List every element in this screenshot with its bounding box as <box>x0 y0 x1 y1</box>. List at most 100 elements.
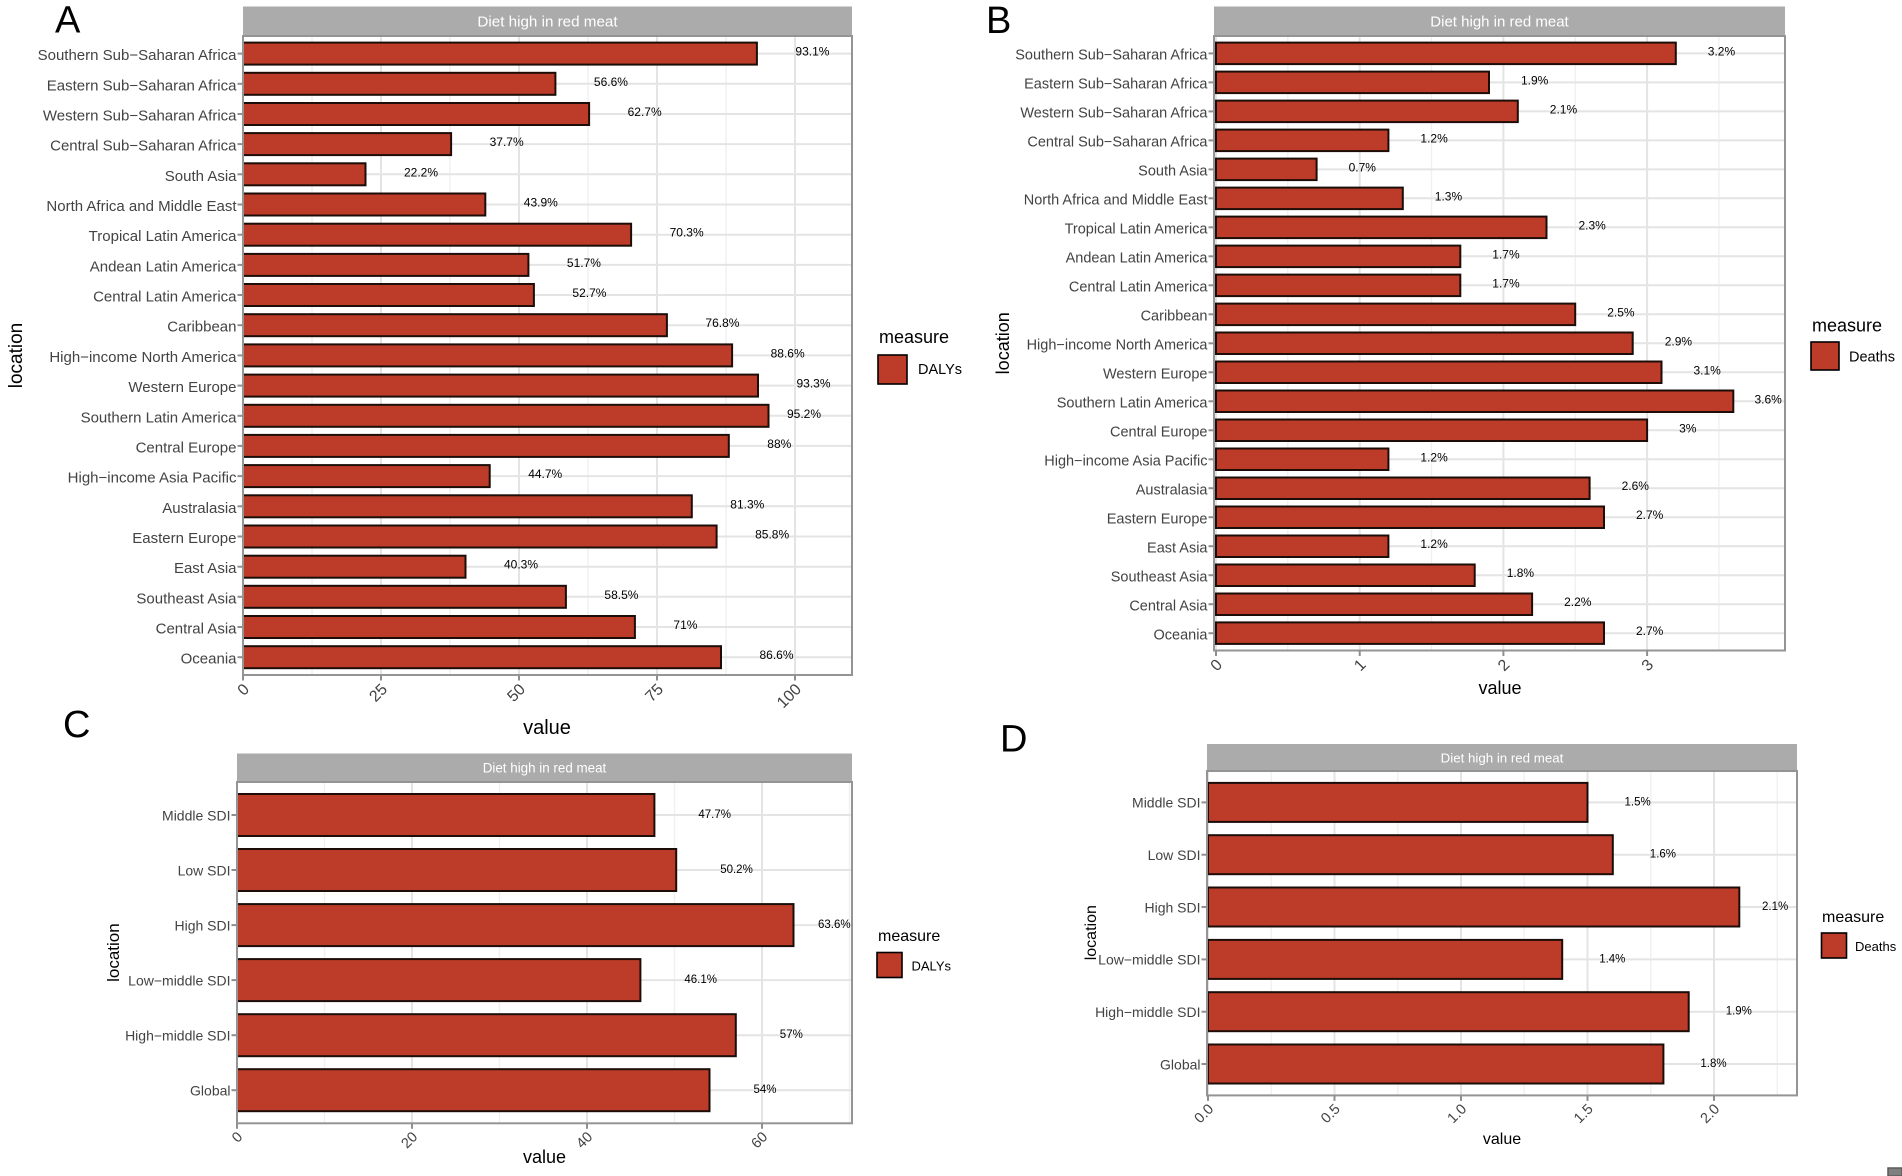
svg-text:Southern Sub−Saharan Africa: Southern Sub−Saharan Africa <box>38 47 238 64</box>
svg-text:High SDI: High SDI <box>1144 899 1200 915</box>
svg-text:A: A <box>55 0 81 42</box>
svg-text:Central Asia: Central Asia <box>156 621 238 638</box>
svg-text:Andean Latin America: Andean Latin America <box>90 258 237 275</box>
svg-text:54%: 54% <box>754 1084 777 1096</box>
svg-text:Middle SDI: Middle SDI <box>1132 795 1200 811</box>
svg-text:location: location <box>6 323 27 389</box>
svg-text:1.7%: 1.7% <box>1492 276 1520 290</box>
svg-text:40.3%: 40.3% <box>504 558 538 572</box>
svg-text:East Asia: East Asia <box>1147 540 1208 556</box>
svg-text:88%: 88% <box>767 437 791 451</box>
svg-text:value: value <box>523 1147 566 1167</box>
svg-text:value: value <box>523 717 571 739</box>
svg-text:Southeast Asia: Southeast Asia <box>136 590 237 607</box>
svg-text:Southeast Asia: Southeast Asia <box>1111 569 1209 585</box>
svg-text:62.7%: 62.7% <box>628 105 662 119</box>
svg-text:56.6%: 56.6% <box>594 75 628 89</box>
svg-text:3.2%: 3.2% <box>1708 44 1736 58</box>
svg-text:2.7%: 2.7% <box>1636 624 1664 638</box>
svg-text:Central Sub−Saharan Africa: Central Sub−Saharan Africa <box>1027 135 1208 151</box>
svg-text:70.3%: 70.3% <box>670 226 704 240</box>
svg-text:85.8%: 85.8% <box>755 528 789 542</box>
svg-text:High−income Asia Pacific: High−income Asia Pacific <box>68 470 237 487</box>
svg-text:2.6%: 2.6% <box>1622 479 1650 493</box>
svg-text:44.7%: 44.7% <box>528 467 562 481</box>
svg-text:2.1%: 2.1% <box>1762 901 1788 913</box>
svg-text:Caribbean: Caribbean <box>1141 309 1208 325</box>
svg-text:1.2%: 1.2% <box>1420 537 1448 551</box>
svg-text:2.1%: 2.1% <box>1550 102 1578 116</box>
svg-text:1.8%: 1.8% <box>1507 566 1535 580</box>
svg-text:3.6%: 3.6% <box>1755 392 1783 406</box>
svg-text:Central Sub−Saharan Africa: Central Sub−Saharan Africa <box>50 138 237 155</box>
svg-text:Southern Sub−Saharan Africa: Southern Sub−Saharan Africa <box>1015 48 1208 64</box>
svg-text:Central Asia: Central Asia <box>1129 598 1208 614</box>
svg-text:value: value <box>1483 1131 1521 1148</box>
svg-text:2.5%: 2.5% <box>1607 305 1635 319</box>
svg-text:57%: 57% <box>780 1029 803 1041</box>
svg-text:3%: 3% <box>1679 421 1697 435</box>
svg-text:Low−middle SDI: Low−middle SDI <box>1098 952 1200 968</box>
svg-text:1.2%: 1.2% <box>1420 131 1448 145</box>
svg-text:Tropical Latin America: Tropical Latin America <box>89 228 237 245</box>
svg-text:3.1%: 3.1% <box>1694 363 1722 377</box>
svg-text:North Africa and Middle East: North Africa and Middle East <box>46 198 237 215</box>
svg-text:1.2%: 1.2% <box>1420 450 1448 464</box>
svg-text:46.1%: 46.1% <box>684 974 717 986</box>
svg-text:2.7%: 2.7% <box>1636 508 1664 522</box>
svg-text:Global: Global <box>190 1083 230 1099</box>
svg-text:2.9%: 2.9% <box>1665 334 1693 348</box>
svg-text:DALYs: DALYs <box>918 362 962 378</box>
svg-text:50.2%: 50.2% <box>720 864 753 876</box>
svg-text:South Asia: South Asia <box>165 168 237 185</box>
svg-text:51.7%: 51.7% <box>567 256 601 270</box>
svg-text:measure: measure <box>879 327 949 347</box>
svg-text:Low SDI: Low SDI <box>178 862 231 878</box>
svg-text:measure: measure <box>1812 316 1882 336</box>
svg-text:East Asia: East Asia <box>174 560 237 577</box>
svg-text:Western Sub−Saharan Africa: Western Sub−Saharan Africa <box>1020 106 1208 122</box>
svg-text:High−income Asia Pacific: High−income Asia Pacific <box>1044 454 1207 470</box>
svg-text:1.4%: 1.4% <box>1599 953 1625 965</box>
svg-text:93.1%: 93.1% <box>795 45 829 59</box>
svg-text:High−middle SDI: High−middle SDI <box>1095 1004 1200 1020</box>
svg-text:location: location <box>1083 905 1100 960</box>
svg-text:2.2%: 2.2% <box>1564 595 1592 609</box>
svg-text:Middle SDI: Middle SDI <box>162 807 230 823</box>
svg-text:High SDI: High SDI <box>174 917 230 933</box>
svg-text:Central Latin America: Central Latin America <box>93 289 237 306</box>
svg-text:81.3%: 81.3% <box>730 497 764 511</box>
svg-text:Diet high in red meat: Diet high in red meat <box>1430 14 1569 31</box>
svg-text:Southern Latin America: Southern Latin America <box>1057 396 1209 412</box>
svg-text:Western Europe: Western Europe <box>1103 367 1208 383</box>
svg-text:North Africa and Middle East: North Africa and Middle East <box>1024 193 1208 209</box>
svg-text:1.8%: 1.8% <box>1700 1058 1726 1070</box>
svg-text:Diet high in red meat: Diet high in red meat <box>483 761 607 776</box>
svg-text:Southern Latin America: Southern Latin America <box>81 409 238 426</box>
svg-text:Central Europe: Central Europe <box>136 439 237 456</box>
svg-text:Eastern Europe: Eastern Europe <box>1107 511 1208 527</box>
svg-text:71%: 71% <box>673 618 697 632</box>
svg-text:High−income North America: High−income North America <box>1027 338 1209 354</box>
svg-text:76.8%: 76.8% <box>705 316 739 330</box>
svg-text:Deaths: Deaths <box>1849 350 1895 366</box>
svg-text:Caribbean: Caribbean <box>167 319 236 336</box>
svg-text:93.3%: 93.3% <box>797 377 831 391</box>
svg-text:Diet high in red meat: Diet high in red meat <box>1441 750 1564 765</box>
svg-text:Diet high in red meat: Diet high in red meat <box>477 14 618 31</box>
svg-text:Oceania: Oceania <box>1153 627 1208 643</box>
svg-text:86.6%: 86.6% <box>760 648 794 662</box>
svg-text:1.6%: 1.6% <box>1650 849 1676 861</box>
svg-text:Low SDI: Low SDI <box>1148 847 1201 863</box>
svg-text:Global: Global <box>1160 1056 1200 1072</box>
svg-text:location: location <box>104 923 123 982</box>
svg-text:South Asia: South Asia <box>1138 164 1208 180</box>
svg-text:Oceania: Oceania <box>181 651 238 668</box>
svg-text:D: D <box>1000 719 1027 761</box>
svg-text:95.2%: 95.2% <box>787 407 821 421</box>
svg-text:1.3%: 1.3% <box>1435 189 1463 203</box>
svg-text:measure: measure <box>878 928 940 945</box>
svg-text:Tropical Latin America: Tropical Latin America <box>1065 222 1209 238</box>
svg-text:Australasia: Australasia <box>1136 482 1209 498</box>
svg-text:43.9%: 43.9% <box>524 196 558 210</box>
